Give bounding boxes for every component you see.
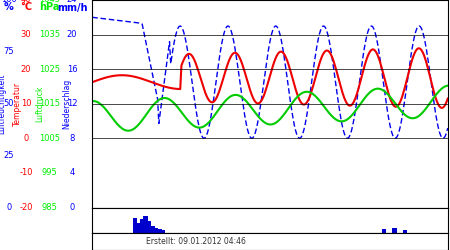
Text: 0: 0 <box>69 203 75 212</box>
Text: mm/h: mm/h <box>57 2 87 12</box>
Bar <box>403 230 407 232</box>
Text: 100: 100 <box>1 0 17 4</box>
Text: 25: 25 <box>4 151 14 160</box>
Text: -20: -20 <box>19 203 33 212</box>
Bar <box>158 229 162 232</box>
Text: 16: 16 <box>67 64 77 74</box>
Text: 1045: 1045 <box>39 0 60 4</box>
Text: Temperatur: Temperatur <box>13 82 22 126</box>
Text: 20: 20 <box>67 30 77 39</box>
Text: 30: 30 <box>21 30 32 39</box>
Text: Niederschlag: Niederschlag <box>62 78 71 129</box>
Bar <box>147 221 151 232</box>
Text: hPa: hPa <box>39 2 60 12</box>
Bar <box>133 218 137 232</box>
Text: Luftfeuchtigkeit: Luftfeuchtigkeit <box>0 74 6 134</box>
Text: Luftdruck: Luftdruck <box>35 86 44 122</box>
Bar <box>151 226 155 232</box>
Text: 1035: 1035 <box>39 30 60 39</box>
Text: 995: 995 <box>41 168 58 177</box>
Text: 0: 0 <box>6 203 12 212</box>
Text: 10: 10 <box>21 99 32 108</box>
Bar <box>144 216 148 232</box>
Text: 12: 12 <box>67 99 77 108</box>
Text: 24: 24 <box>67 0 77 4</box>
Bar <box>392 228 396 232</box>
Text: Erstellt: 09.01.2012 04:46: Erstellt: 09.01.2012 04:46 <box>145 237 245 246</box>
Bar <box>140 219 144 232</box>
Text: 20: 20 <box>21 64 32 74</box>
Text: °C: °C <box>20 2 32 12</box>
Text: 1005: 1005 <box>39 134 60 143</box>
Text: 75: 75 <box>4 48 14 56</box>
Text: 40: 40 <box>21 0 32 4</box>
Text: -10: -10 <box>19 168 33 177</box>
Bar <box>136 222 140 232</box>
Text: 1025: 1025 <box>39 64 60 74</box>
Bar <box>161 230 166 232</box>
Text: 4: 4 <box>69 168 75 177</box>
Bar <box>382 229 386 232</box>
Text: 1015: 1015 <box>39 99 60 108</box>
Text: %: % <box>4 2 14 12</box>
Text: 0: 0 <box>23 134 29 143</box>
Text: 50: 50 <box>4 99 14 108</box>
Text: 8: 8 <box>69 134 75 143</box>
Text: 985: 985 <box>41 203 58 212</box>
Bar <box>154 228 158 232</box>
